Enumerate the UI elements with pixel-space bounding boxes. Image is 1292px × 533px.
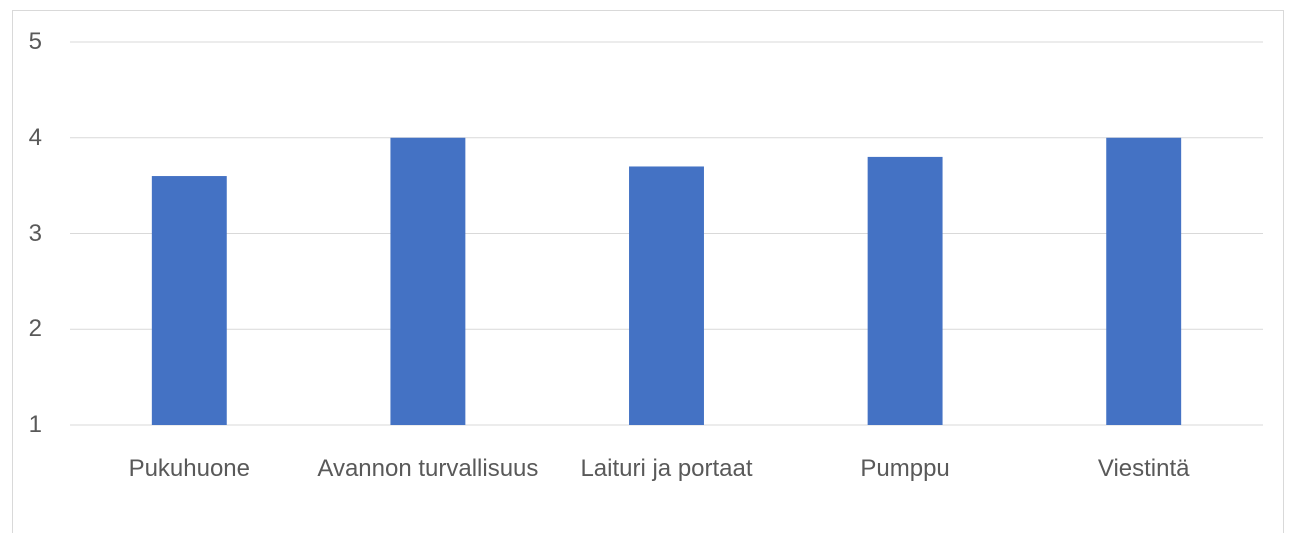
x-tick-label: Pukuhuone [128, 455, 251, 482]
y-tick-label: 2 [28, 315, 42, 343]
y-tick-label: 4 [28, 123, 42, 151]
bar [629, 166, 704, 425]
y-tick-label: 5 [28, 28, 42, 55]
x-tick-label: Pumppu [860, 455, 950, 482]
bar [151, 176, 227, 425]
chart-border [12, 10, 1284, 533]
x-tick-label: Laituri ja portaat [580, 455, 753, 482]
bar [1106, 137, 1182, 425]
bar [867, 156, 943, 425]
x-tick-label: Viestintä [1097, 455, 1190, 482]
bar [390, 137, 466, 425]
y-tick-label: 1 [28, 411, 42, 438]
y-tick-label: 3 [28, 219, 42, 247]
x-tick-label: Avannon turvallisuus [317, 455, 539, 482]
